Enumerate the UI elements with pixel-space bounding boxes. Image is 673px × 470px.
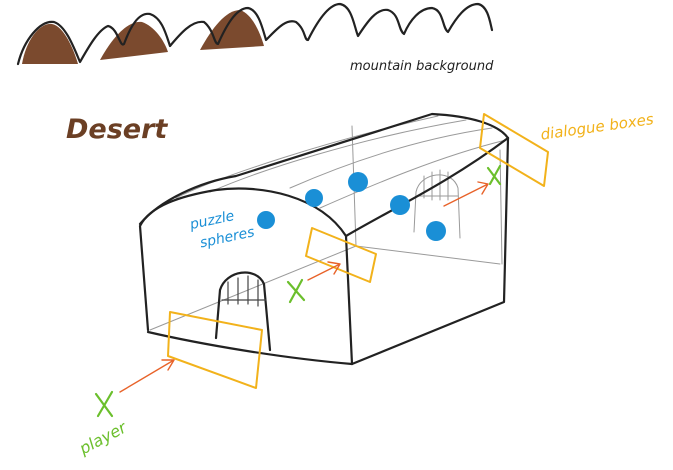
floor-line-right <box>355 245 501 265</box>
roof-top-edge <box>138 112 510 226</box>
puzzle-sphere <box>348 172 368 192</box>
building-outline <box>138 112 510 366</box>
dialogue-box-middle <box>305 227 377 283</box>
player-marker-start <box>94 390 114 418</box>
back-door-bars <box>417 169 459 201</box>
player-marker-mid <box>286 278 306 304</box>
roof-rib-3 <box>289 127 493 189</box>
back-door-outline <box>413 174 461 239</box>
arrow-to-middle-box <box>307 261 341 281</box>
back-wall-right <box>499 149 503 265</box>
puzzle-sphere <box>305 189 323 207</box>
movement-arrows <box>119 181 489 393</box>
arrow-to-back-box <box>443 181 489 207</box>
player-marker-end <box>486 164 502 186</box>
mountain-fill-1 <box>22 23 78 64</box>
floor-line-left <box>149 245 357 331</box>
mountain-background-label: mountain background <box>350 59 494 74</box>
dialogue-boxes-label-group: dialogue boxes <box>539 110 654 144</box>
dialogue-box-front <box>167 311 263 389</box>
puzzle-spheres-label: puzzle spheres <box>187 208 255 251</box>
puzzle-spheres <box>257 172 446 241</box>
player-markers <box>94 164 502 418</box>
mountain-outline <box>16 2 494 66</box>
desert-label: Desert <box>66 114 168 145</box>
front-door-arch <box>214 271 272 352</box>
player-label: player <box>75 417 130 459</box>
mountain-fill-2 <box>100 21 168 60</box>
dialogue-boxes-label: dialogue boxes <box>539 110 654 144</box>
roof-rib-4 <box>319 139 507 209</box>
dialogue-box-back <box>479 113 549 187</box>
puzzle-sphere <box>426 221 446 241</box>
player-label-group: player <box>75 417 130 459</box>
front-door-bars <box>221 275 267 307</box>
arrow-to-front-box <box>119 359 175 393</box>
right-side-wall <box>350 136 510 366</box>
puzzle-sphere <box>257 211 275 229</box>
puzzle-sphere <box>390 195 410 215</box>
dialogue-boxes <box>167 113 549 389</box>
mountain-range <box>16 2 494 66</box>
roof-rib-2 <box>209 119 467 193</box>
front-gable-to-back <box>344 136 510 238</box>
